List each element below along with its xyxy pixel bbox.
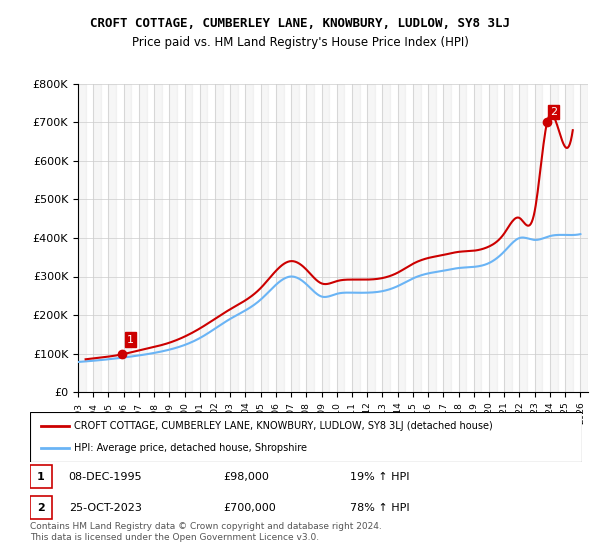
Bar: [230, 84, 238, 392]
Bar: [93, 84, 101, 392]
Bar: [260, 84, 268, 392]
Bar: [291, 84, 299, 392]
Text: 78% ↑ HPI: 78% ↑ HPI: [350, 502, 410, 512]
Text: Contains HM Land Registry data © Crown copyright and database right 2024.: Contains HM Land Registry data © Crown c…: [30, 522, 382, 531]
Bar: [367, 84, 375, 392]
Bar: [245, 84, 253, 392]
Bar: [458, 84, 466, 392]
Bar: [200, 84, 208, 392]
Bar: [504, 84, 512, 392]
Bar: [443, 84, 451, 392]
Bar: [215, 84, 223, 392]
Text: 2: 2: [37, 502, 45, 512]
Bar: [550, 84, 557, 392]
Text: Price paid vs. HM Land Registry's House Price Index (HPI): Price paid vs. HM Land Registry's House …: [131, 36, 469, 49]
Text: 1: 1: [127, 335, 134, 345]
Text: 19% ↑ HPI: 19% ↑ HPI: [350, 472, 410, 482]
Bar: [398, 84, 406, 392]
FancyBboxPatch shape: [30, 465, 52, 488]
Text: £98,000: £98,000: [223, 472, 269, 482]
Bar: [474, 84, 481, 392]
Bar: [489, 84, 497, 392]
Bar: [565, 84, 573, 392]
Bar: [535, 84, 542, 392]
Text: This data is licensed under the Open Government Licence v3.0.: This data is licensed under the Open Gov…: [30, 533, 319, 543]
Bar: [185, 84, 192, 392]
Text: 2: 2: [550, 107, 557, 117]
Bar: [352, 84, 359, 392]
Text: 08-DEC-1995: 08-DEC-1995: [68, 472, 142, 482]
Text: 1: 1: [37, 472, 45, 482]
Bar: [580, 84, 588, 392]
Bar: [78, 84, 86, 392]
Text: CROFT COTTAGE, CUMBERLEY LANE, KNOWBURY, LUDLOW, SY8 3LJ: CROFT COTTAGE, CUMBERLEY LANE, KNOWBURY,…: [90, 17, 510, 30]
Bar: [322, 84, 329, 392]
Text: HPI: Average price, detached house, Shropshire: HPI: Average price, detached house, Shro…: [74, 443, 307, 453]
Bar: [382, 84, 390, 392]
Bar: [154, 84, 162, 392]
FancyBboxPatch shape: [30, 412, 582, 462]
Text: CROFT COTTAGE, CUMBERLEY LANE, KNOWBURY, LUDLOW, SY8 3LJ (detached house): CROFT COTTAGE, CUMBERLEY LANE, KNOWBURY,…: [74, 421, 493, 431]
Bar: [276, 84, 284, 392]
Text: £700,000: £700,000: [223, 502, 276, 512]
Bar: [169, 84, 177, 392]
Bar: [428, 84, 436, 392]
Bar: [139, 84, 146, 392]
Bar: [109, 84, 116, 392]
Text: 25-OCT-2023: 25-OCT-2023: [68, 502, 142, 512]
Bar: [413, 84, 421, 392]
Bar: [307, 84, 314, 392]
Bar: [124, 84, 131, 392]
Bar: [337, 84, 344, 392]
FancyBboxPatch shape: [30, 496, 52, 519]
Bar: [520, 84, 527, 392]
